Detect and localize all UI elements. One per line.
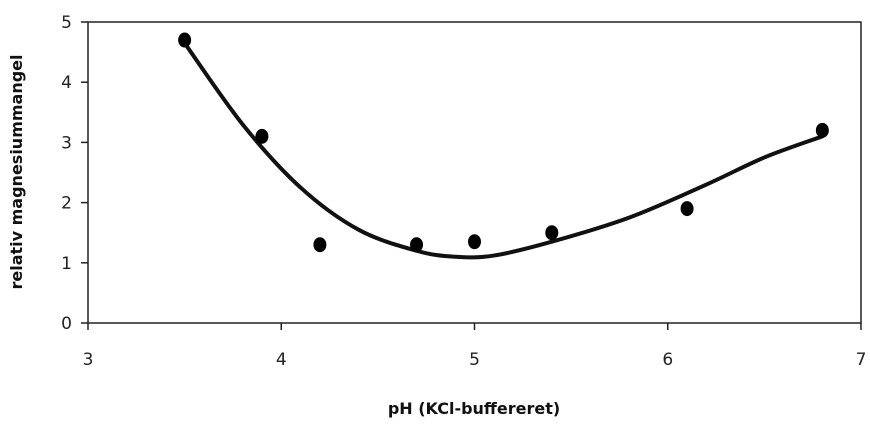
x-axis-ticks: 3 4 5 6 7 (83, 323, 867, 370)
y-tick-label: 1 (61, 254, 72, 274)
x-tick-label: 4 (276, 350, 287, 370)
data-point (468, 234, 481, 250)
data-point (255, 128, 269, 144)
y-tick-label: 2 (61, 194, 72, 214)
x-axis-title: pH (KCl-buffereret) (388, 399, 560, 418)
y-axis-title: relativ magnesiummangel (7, 54, 26, 289)
data-point (545, 225, 559, 241)
y-tick-label: 3 (61, 133, 72, 153)
data-point (680, 201, 694, 217)
data-point (815, 122, 829, 138)
x-tick-label: 5 (469, 350, 480, 370)
x-tick-label: 7 (856, 350, 867, 370)
x-tick-label: 6 (662, 350, 673, 370)
y-tick-label: 5 (61, 13, 72, 33)
y-tick-label: 4 (61, 73, 72, 93)
data-point (313, 237, 327, 253)
data-point (178, 32, 192, 48)
data-points (178, 32, 829, 253)
y-axis-ticks: 0 1 2 3 4 5 (61, 13, 88, 334)
plot-area-frame (87, 21, 862, 324)
trendline (182, 41, 825, 260)
x-tick-label: 3 (83, 350, 94, 370)
data-point (410, 237, 424, 253)
y-tick-label: 0 (61, 314, 72, 334)
